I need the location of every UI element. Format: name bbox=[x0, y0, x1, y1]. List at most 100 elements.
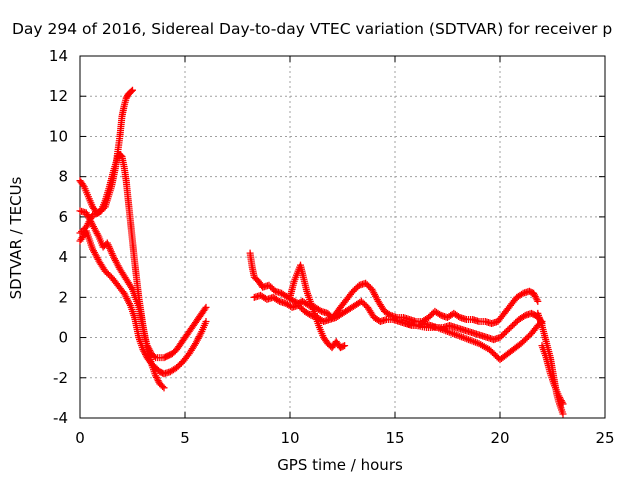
x-tick-label: 25 bbox=[595, 429, 614, 447]
plot-frame bbox=[79, 55, 606, 419]
y-tick-label: 10 bbox=[49, 127, 68, 145]
y-axis-label: SDTVAR / TECUs bbox=[7, 176, 25, 299]
data-point bbox=[534, 297, 542, 305]
data-point bbox=[316, 306, 324, 314]
data-point bbox=[531, 293, 539, 301]
data-point bbox=[501, 329, 509, 337]
y-tick-label: 0 bbox=[58, 329, 68, 347]
data-point bbox=[556, 393, 564, 401]
data-point bbox=[357, 297, 365, 305]
data-point bbox=[512, 318, 520, 326]
data-point bbox=[140, 347, 148, 355]
x-tick-label: 5 bbox=[180, 429, 190, 447]
data-point bbox=[294, 301, 302, 309]
data-point bbox=[305, 310, 313, 318]
data-point bbox=[362, 279, 370, 287]
data-point bbox=[530, 291, 538, 299]
series-3 bbox=[76, 207, 168, 392]
data-point bbox=[274, 296, 282, 304]
data-point bbox=[174, 362, 182, 370]
y-tick-label: 12 bbox=[49, 87, 68, 105]
y-tick-label: 2 bbox=[58, 288, 68, 306]
data-point bbox=[559, 410, 567, 418]
data-point bbox=[101, 267, 109, 275]
data-point bbox=[268, 284, 276, 292]
data-point bbox=[520, 312, 528, 320]
data-point bbox=[361, 300, 369, 308]
data-point bbox=[202, 317, 210, 325]
data-point bbox=[150, 352, 158, 360]
y-tick-label: 8 bbox=[58, 168, 68, 186]
data-point bbox=[555, 392, 563, 400]
data-point bbox=[352, 284, 360, 292]
series-10 bbox=[538, 342, 567, 408]
data-point bbox=[341, 342, 349, 350]
grid-lines bbox=[80, 56, 605, 418]
data-point bbox=[510, 320, 518, 328]
chart-title: Day 294 of 2016, Sidereal Day-to-day VTE… bbox=[12, 20, 612, 38]
data-point bbox=[496, 334, 504, 342]
x-tick-label: 10 bbox=[280, 429, 299, 447]
data-point bbox=[160, 384, 168, 392]
data-point bbox=[127, 87, 135, 95]
data-point bbox=[296, 303, 304, 311]
axis-ticks: 0 5 10 15 20 25 -4 -2 0 2 4 6 8 10 12 14 bbox=[49, 47, 615, 447]
data-point bbox=[152, 373, 160, 381]
y-tick-label: 6 bbox=[58, 208, 68, 226]
data-point bbox=[559, 400, 567, 408]
y-tick-label: -4 bbox=[53, 409, 68, 427]
data-point bbox=[499, 331, 507, 339]
data-series bbox=[76, 86, 567, 418]
series-8 bbox=[402, 317, 546, 364]
data-point bbox=[518, 290, 526, 298]
data-point bbox=[267, 283, 275, 291]
data-point bbox=[129, 86, 136, 94]
data-point bbox=[127, 284, 135, 292]
x-tick-label: 0 bbox=[75, 429, 85, 447]
data-point bbox=[532, 294, 540, 302]
data-point bbox=[339, 342, 347, 350]
data-point bbox=[141, 349, 149, 357]
data-point bbox=[159, 382, 167, 390]
data-point bbox=[507, 323, 515, 331]
y-tick-label: -2 bbox=[53, 369, 68, 387]
data-point bbox=[265, 281, 273, 289]
data-point bbox=[351, 286, 359, 294]
data-point bbox=[502, 328, 510, 336]
x-tick-label: 20 bbox=[490, 429, 509, 447]
data-point bbox=[533, 296, 541, 304]
data-point bbox=[176, 361, 184, 369]
data-point bbox=[455, 312, 463, 320]
data-point bbox=[79, 181, 87, 189]
data-point bbox=[557, 397, 565, 405]
data-point bbox=[202, 303, 210, 311]
data-point bbox=[363, 281, 371, 289]
data-point bbox=[428, 310, 436, 318]
data-point bbox=[173, 364, 181, 372]
data-point bbox=[103, 269, 111, 277]
data-point bbox=[104, 270, 112, 278]
data-point bbox=[436, 310, 444, 318]
data-point bbox=[154, 377, 162, 385]
data-point bbox=[117, 152, 125, 160]
data-point bbox=[139, 346, 147, 354]
data-point bbox=[530, 289, 538, 297]
data-point bbox=[426, 312, 434, 320]
data-point bbox=[142, 350, 150, 358]
series-4 bbox=[76, 227, 210, 378]
data-point bbox=[509, 321, 517, 329]
y-tick-label: 14 bbox=[49, 47, 68, 65]
data-point bbox=[349, 287, 357, 295]
x-tick-label: 15 bbox=[385, 429, 404, 447]
series-5 bbox=[246, 249, 542, 327]
data-point bbox=[365, 282, 373, 290]
data-point bbox=[505, 325, 513, 333]
data-point bbox=[504, 326, 512, 334]
data-point bbox=[152, 372, 160, 380]
data-point bbox=[298, 304, 306, 312]
y-tick-label: 4 bbox=[58, 248, 68, 266]
x-axis-label: GPS time / hours bbox=[277, 456, 403, 474]
data-point bbox=[359, 299, 367, 307]
series-7 bbox=[286, 261, 349, 352]
